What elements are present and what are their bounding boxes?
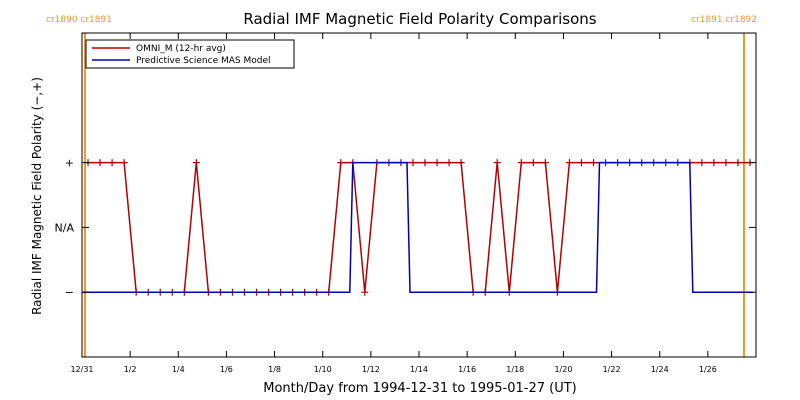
plot-area xyxy=(82,33,754,357)
series-0-point-2 xyxy=(108,159,116,167)
series-0-point-38 xyxy=(541,159,549,167)
chart-title: Radial IMF Magnetic Field Polarity Compa… xyxy=(243,10,596,28)
series-0-point-34 xyxy=(493,159,501,167)
y-axis-label: Radial IMF Magnetic Field Polarity (−,+) xyxy=(30,77,44,315)
x-tick-label-3: 1/6 xyxy=(220,365,233,374)
axes: 12/31 1/2 1/4 1/6 1/8 1/10 1/12 1/14 1/16 1/18 1/2… xyxy=(55,33,756,374)
x-tick-label-4: 1/8 xyxy=(268,365,281,374)
legend-label-omni: OMNI_M (12-hr avg) xyxy=(136,44,226,54)
series-0-point-27 xyxy=(409,159,417,167)
x-axis-label: Month/Day from 1994-12-31 to 1995-01-27 … xyxy=(263,381,576,396)
series-0-point-31 xyxy=(457,159,465,167)
x-tick-label-9: 1/18 xyxy=(506,365,524,374)
series-0-point-42 xyxy=(590,159,598,167)
x-tick-label-7: 1/14 xyxy=(410,365,428,374)
series-0-point-40 xyxy=(565,159,573,167)
series-0-point-9 xyxy=(192,159,200,167)
series-0-point-53 xyxy=(722,159,730,167)
series-0-point-36 xyxy=(517,159,525,167)
series-0-point-41 xyxy=(577,159,585,167)
series-0-point-23 xyxy=(361,288,369,296)
y-tick-label-0: − xyxy=(65,286,74,299)
series-0-point-21 xyxy=(337,159,345,167)
x-tick-label-0: 12/31 xyxy=(70,365,93,374)
cr-label-right: cr1891 cr1892 xyxy=(691,15,757,25)
series-0-point-3 xyxy=(120,159,128,167)
series-0-point-28 xyxy=(421,159,429,167)
legend-box xyxy=(85,39,295,69)
series-0-point-52 xyxy=(710,159,718,167)
x-tick-label-10: 1/20 xyxy=(554,365,572,374)
series-line-1 xyxy=(82,161,753,293)
x-tick-label-11: 1/22 xyxy=(603,365,621,374)
x-tick-label-12: 1/24 xyxy=(651,365,669,374)
y-tick-label-2: + xyxy=(65,157,74,170)
series-0-point-1 xyxy=(96,159,104,167)
legend-label-mas: Predictive Science MAS Model xyxy=(136,56,271,66)
x-tick-label-5: 1/10 xyxy=(314,365,332,374)
x-tick-label-6: 1/12 xyxy=(362,365,380,374)
x-tick-label-8: 1/16 xyxy=(458,365,476,374)
y-tick-label-1: N/A xyxy=(55,221,75,234)
cr-label-left: cr1890 cr1891 xyxy=(46,15,112,25)
x-tick-label-1: 1/2 xyxy=(124,365,137,374)
series-0-point-37 xyxy=(529,159,537,167)
x-tick-label-2: 1/4 xyxy=(172,365,185,374)
x-tick-label-13: 1/26 xyxy=(699,365,717,374)
series-0-point-30 xyxy=(445,159,453,167)
series-0-point-29 xyxy=(433,159,441,167)
series-0-point-51 xyxy=(698,159,706,167)
legend: OMNI_M (12-hr avg) Predictive Science MA… xyxy=(85,39,295,69)
series-0-point-54 xyxy=(734,159,742,167)
